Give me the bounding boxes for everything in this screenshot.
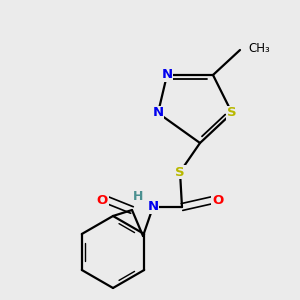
Text: CH₃: CH₃ <box>248 41 270 55</box>
Text: O: O <box>96 194 108 206</box>
Text: N: N <box>152 106 164 119</box>
Text: N: N <box>147 200 159 214</box>
Text: H: H <box>133 190 143 202</box>
Text: O: O <box>212 194 224 206</box>
Text: S: S <box>175 166 185 178</box>
Text: N: N <box>161 68 172 82</box>
Text: S: S <box>227 106 237 119</box>
